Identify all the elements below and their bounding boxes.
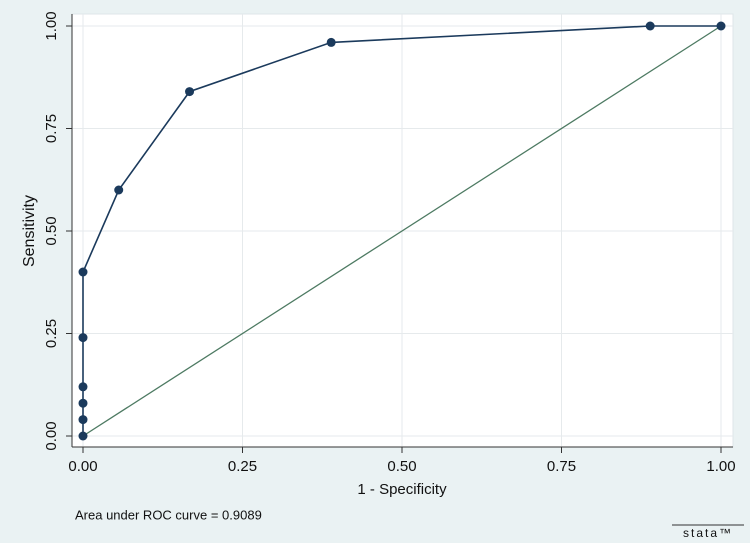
y-tick-label: 1.00	[43, 11, 60, 40]
point	[78, 415, 88, 425]
reference-line	[82, 25, 722, 437]
point	[78, 431, 88, 441]
x-axis-label: 1 - Specificity	[357, 481, 447, 498]
logo: stata™	[683, 526, 733, 540]
x-tick-label: 0.25	[228, 458, 257, 475]
point	[716, 21, 726, 31]
point	[78, 382, 88, 392]
x-tick-label: 0.75	[547, 458, 576, 475]
point	[78, 333, 88, 343]
annotation: Area under ROC curve = 0.9089	[75, 507, 262, 522]
y-axis-label: Sensitivity	[21, 195, 38, 267]
x-tick-label: 0.50	[387, 458, 416, 475]
y-tick-label: 0.50	[43, 216, 60, 245]
point	[645, 21, 655, 31]
point	[185, 87, 195, 97]
point	[78, 267, 88, 277]
x-tick-label: 0.00	[68, 458, 97, 475]
point	[326, 37, 336, 47]
y-tick-label: 0.00	[43, 421, 60, 450]
x-tick-label: 1.00	[706, 458, 735, 475]
point	[78, 398, 88, 408]
y-tick-label: 0.25	[43, 319, 60, 348]
point	[114, 185, 124, 195]
y-tick-label: 0.75	[43, 114, 60, 143]
